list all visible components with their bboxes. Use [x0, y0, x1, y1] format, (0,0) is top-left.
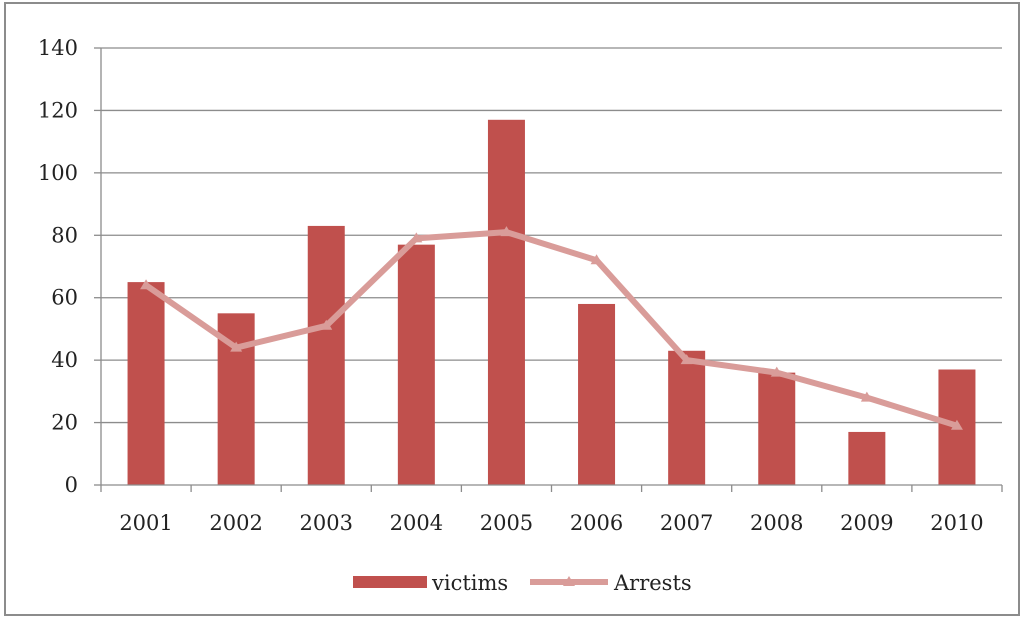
bar-2003 [307, 225, 345, 485]
line-series-arrests [140, 226, 963, 430]
y-tick-label: 20 [51, 411, 78, 435]
arrests-line [143, 229, 960, 429]
bar-2008 [758, 372, 796, 485]
arrests-point-2009 [860, 391, 873, 402]
bar-2005 [487, 119, 525, 486]
arrests-point-2006 [590, 254, 603, 265]
x-tick-label: 2003 [300, 511, 353, 535]
x-tick-label: 2007 [660, 511, 713, 535]
y-tick-label: 140 [38, 36, 78, 60]
bar-2009 [848, 431, 886, 485]
y-tick-label: 60 [51, 286, 78, 310]
x-tick-label: 2004 [390, 511, 443, 535]
legend-label-victims: victims [431, 571, 508, 595]
x-tick-label: 2001 [119, 511, 172, 535]
bar-2006 [578, 303, 616, 485]
arrests-point-2008 [770, 366, 783, 377]
y-tick-labels: 0 20 40 60 80 100 120 140 [38, 36, 78, 497]
legend-label-arrests: Arrests [613, 571, 692, 595]
arrests-point-2007 [680, 354, 693, 365]
bar-series-victims [127, 119, 976, 486]
arrests-point-2002 [230, 341, 243, 352]
y-tick-label: 0 [65, 473, 78, 497]
x-tick-label: 2010 [930, 511, 983, 535]
bar-2001 [127, 282, 165, 485]
arrests-point-2005 [500, 226, 513, 237]
y-tick-label: 80 [51, 223, 78, 247]
legend-marker-arrests [563, 576, 575, 586]
x-tick-label: 2005 [480, 511, 533, 535]
bar-2007 [668, 350, 706, 485]
y-tick-label: 120 [38, 98, 78, 122]
x-tick-label: 2002 [209, 511, 262, 535]
axes [94, 47, 1003, 492]
x-tick-label: 2009 [840, 511, 893, 535]
arrests-point-2010 [950, 419, 963, 430]
x-tick-label: 2008 [750, 511, 803, 535]
legend-swatch-victims [353, 576, 427, 588]
arrests-point-2004 [410, 232, 423, 243]
arrests-point-2001 [140, 279, 153, 290]
x-tick-label: 2006 [570, 511, 623, 535]
y-tick-label: 40 [51, 348, 78, 372]
legend: victims Arrests [353, 571, 692, 595]
arrests-point-2003 [320, 319, 333, 330]
y-tick-label: 100 [38, 161, 78, 185]
bar-2004 [397, 244, 435, 485]
x-tick-labels: 2001 2002 2003 2004 2005 2006 2007 2008 2009 2010 [119, 511, 983, 535]
